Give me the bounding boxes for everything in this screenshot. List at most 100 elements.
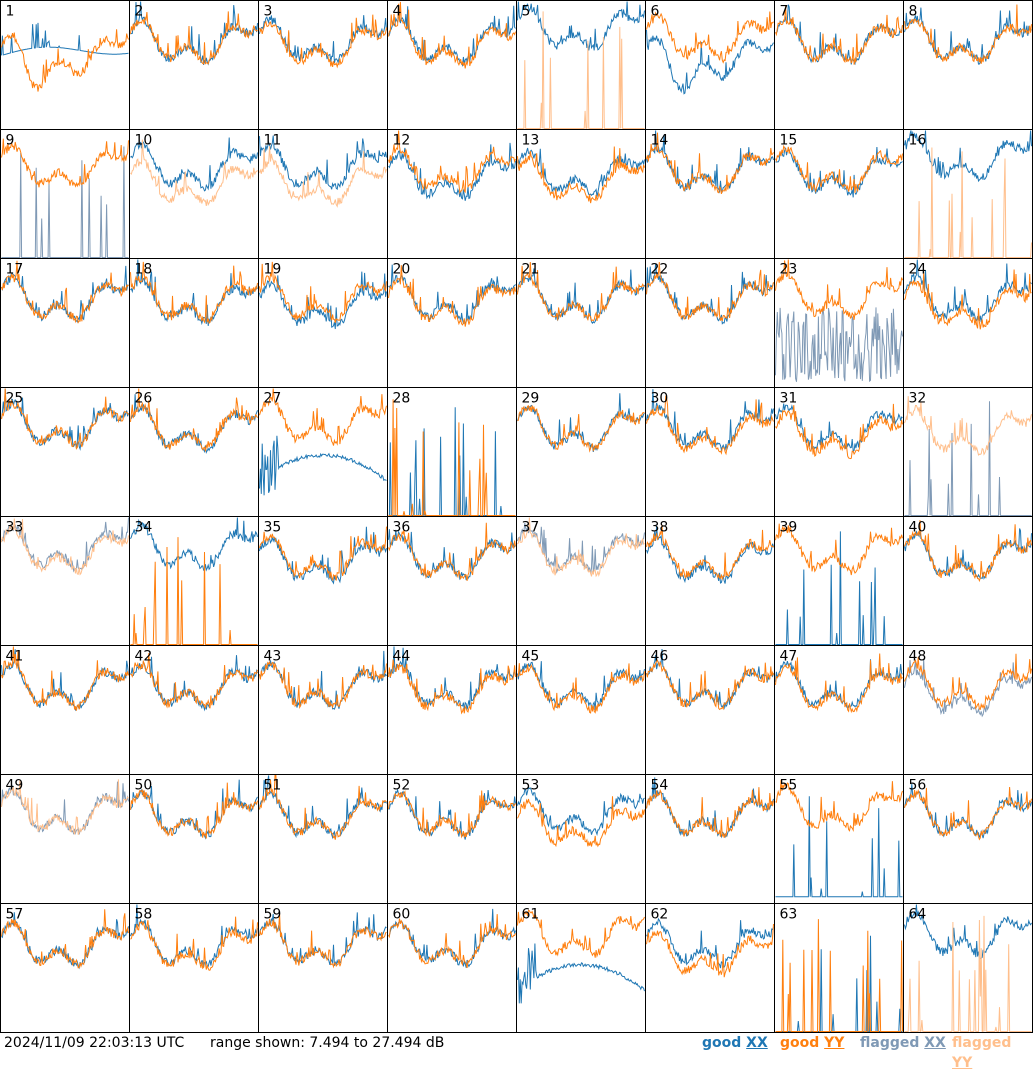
footer: 2024/11/09 22:03:13 UTC range shown: 7.4… <box>0 1033 1033 1071</box>
panel-59: 59 <box>258 903 388 1033</box>
series-yy-57 <box>1 909 129 969</box>
series-xx-53 <box>517 786 645 836</box>
series-yy-59 <box>259 913 387 969</box>
legend-flagged-yy-prefix: flagged <box>952 1035 1012 1051</box>
panel-64: 64 <box>903 903 1033 1033</box>
panel-30: 30 <box>645 387 775 517</box>
panel-frame <box>0 129 130 259</box>
panel-label: 27 <box>264 391 282 407</box>
series-xx-64 <box>904 904 1032 960</box>
series-yy-2 <box>130 11 258 65</box>
panel-45: 45 <box>516 645 646 775</box>
panel-frame <box>258 645 388 775</box>
series-yy-33 <box>1 518 129 576</box>
panel-37: 37 <box>516 516 646 646</box>
panel-60: 60 <box>387 903 517 1033</box>
panel-label: 47 <box>780 649 798 665</box>
panel-frame <box>774 129 904 259</box>
panel-frame <box>0 903 130 1033</box>
series-yy-62 <box>646 923 774 978</box>
series-yy-42 <box>130 653 258 709</box>
panel-label: 12 <box>393 133 411 149</box>
legend-flagged-xx: flagged XX <box>860 1033 946 1053</box>
panel-frame <box>258 903 388 1033</box>
panel-frame <box>645 645 775 775</box>
legend-good-yy-prefix: good <box>780 1035 820 1051</box>
legend-good-yy: good YY <box>780 1033 844 1053</box>
series-xx-38 <box>646 525 774 584</box>
series-xx-31 <box>775 403 903 453</box>
panel-frame <box>129 387 259 517</box>
series-yy-5 <box>517 11 645 129</box>
panel-label: 8 <box>909 4 918 20</box>
panel-label: 17 <box>6 262 24 278</box>
series-xx-42 <box>130 655 258 712</box>
panel-frame <box>516 774 646 904</box>
panel-label: 34 <box>135 520 153 536</box>
panel-frame <box>0 645 130 775</box>
series-yy-27 <box>259 388 387 446</box>
panel-14: 14 <box>645 129 775 259</box>
series-yy-54 <box>646 787 774 838</box>
series-yy-32 <box>904 396 1032 456</box>
series-yy-47 <box>775 653 903 714</box>
legend-good-xx-pol: XX <box>746 1035 768 1051</box>
panel-label: 4 <box>393 4 402 20</box>
panel-39: 39 <box>774 516 904 646</box>
panel-label: 28 <box>393 391 411 407</box>
panel-4: 4 <box>387 0 517 130</box>
series-yy-45 <box>517 663 645 714</box>
series-yy-13 <box>517 146 645 204</box>
series-xx-27 <box>259 435 387 496</box>
series-xx-9 <box>1 146 129 258</box>
panel-label: 16 <box>909 133 927 149</box>
panel-58: 58 <box>129 903 259 1033</box>
series-yy-24 <box>904 269 1032 330</box>
series-yy-18 <box>130 261 258 325</box>
series-yy-6 <box>646 11 774 64</box>
series-xx-12 <box>388 142 516 201</box>
panel-43: 43 <box>258 645 388 775</box>
series-xx-40 <box>904 528 1032 580</box>
series-yy-16 <box>904 147 1032 258</box>
panel-label: 55 <box>780 778 798 794</box>
panel-label: 51 <box>264 778 282 794</box>
panel-label: 52 <box>393 778 411 794</box>
panel-frame <box>903 258 1033 388</box>
series-yy-23 <box>775 259 903 320</box>
series-yy-17 <box>1 260 129 324</box>
series-yy-40 <box>904 520 1032 583</box>
series-xx-5 <box>517 1 645 51</box>
panel-frame <box>516 645 646 775</box>
panel-31: 31 <box>774 387 904 517</box>
panel-frame <box>645 774 775 904</box>
panel-frame <box>387 387 517 517</box>
legend-good-xx: good XX <box>702 1033 768 1053</box>
panel-35: 35 <box>258 516 388 646</box>
panel-label: 40 <box>909 520 927 536</box>
panel-18: 18 <box>129 258 259 388</box>
panel-label: 50 <box>135 778 153 794</box>
panel-frame <box>516 903 646 1033</box>
panel-label: 30 <box>651 391 669 407</box>
legend-good-xx-prefix: good <box>702 1035 742 1051</box>
panel-32: 32 <box>903 387 1033 517</box>
panel-33: 33 <box>0 516 130 646</box>
range-label: range shown: 7.494 to 27.494 dB <box>210 1035 445 1051</box>
series-xx-34 <box>130 517 258 572</box>
panel-frame <box>129 645 259 775</box>
panel-frame <box>0 258 130 388</box>
panel-frame <box>516 129 646 259</box>
panel-54: 54 <box>645 774 775 904</box>
panel-17: 17 <box>0 258 130 388</box>
series-yy-56 <box>904 786 1032 841</box>
series-xx-48 <box>904 659 1032 718</box>
panel-label: 61 <box>522 907 540 923</box>
panel-26: 26 <box>129 387 259 517</box>
series-yy-28 <box>388 399 516 516</box>
panel-label: 48 <box>909 649 927 665</box>
panel-label: 53 <box>522 778 540 794</box>
series-yy-29 <box>517 405 645 453</box>
series-yy-48 <box>904 653 1032 711</box>
panel-52: 52 <box>387 774 517 904</box>
